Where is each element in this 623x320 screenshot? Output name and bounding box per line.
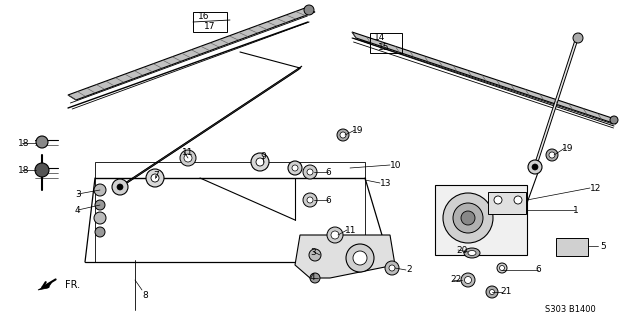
Bar: [193, 12, 227, 32]
Polygon shape: [352, 32, 616, 124]
Circle shape: [340, 132, 346, 138]
Circle shape: [112, 179, 128, 195]
Circle shape: [389, 265, 395, 271]
Text: 6: 6: [325, 196, 331, 204]
Text: 11: 11: [345, 226, 356, 235]
Circle shape: [307, 169, 313, 175]
Bar: [556, 238, 588, 256]
Circle shape: [94, 212, 106, 224]
Circle shape: [251, 153, 269, 171]
Circle shape: [546, 149, 558, 161]
Circle shape: [256, 158, 264, 166]
Circle shape: [514, 196, 522, 204]
Circle shape: [292, 165, 298, 171]
Bar: [488, 192, 526, 214]
Circle shape: [497, 263, 507, 273]
Circle shape: [310, 273, 320, 283]
Circle shape: [309, 249, 321, 261]
Circle shape: [532, 164, 538, 170]
Text: 10: 10: [390, 161, 401, 170]
Circle shape: [610, 116, 618, 124]
Text: 8: 8: [142, 291, 148, 300]
Text: 16: 16: [198, 12, 209, 20]
Circle shape: [303, 193, 317, 207]
Text: 14: 14: [374, 33, 386, 42]
Circle shape: [146, 169, 164, 187]
Circle shape: [36, 136, 48, 148]
Text: 4: 4: [75, 205, 80, 214]
Circle shape: [353, 251, 367, 265]
Text: 4: 4: [310, 274, 316, 283]
Circle shape: [385, 261, 399, 275]
Circle shape: [461, 211, 475, 225]
Circle shape: [95, 200, 105, 210]
Circle shape: [549, 152, 555, 158]
Circle shape: [500, 266, 505, 270]
Bar: [435, 185, 527, 255]
Circle shape: [443, 193, 493, 243]
Polygon shape: [68, 8, 315, 100]
Text: 21: 21: [500, 287, 511, 297]
Circle shape: [303, 165, 317, 179]
Circle shape: [494, 196, 502, 204]
Polygon shape: [118, 66, 302, 189]
Text: 9: 9: [260, 151, 266, 161]
Circle shape: [307, 197, 313, 203]
Circle shape: [337, 129, 349, 141]
Circle shape: [288, 161, 302, 175]
Text: 6: 6: [325, 167, 331, 177]
Text: 3: 3: [75, 189, 81, 198]
Circle shape: [573, 33, 583, 43]
Bar: [370, 33, 402, 53]
Circle shape: [465, 276, 472, 284]
Text: 2: 2: [406, 266, 412, 275]
Circle shape: [346, 244, 374, 272]
Text: 20: 20: [456, 245, 467, 254]
Circle shape: [331, 231, 339, 239]
Text: 18: 18: [18, 165, 29, 174]
Text: 5: 5: [600, 242, 606, 251]
Text: 3: 3: [310, 247, 316, 257]
Text: 22: 22: [450, 276, 461, 284]
Text: 17: 17: [204, 21, 216, 30]
Circle shape: [304, 5, 314, 15]
Circle shape: [461, 273, 475, 287]
Text: 18: 18: [18, 139, 29, 148]
Circle shape: [117, 184, 123, 190]
Text: 15: 15: [378, 43, 389, 52]
Ellipse shape: [468, 251, 476, 255]
Polygon shape: [295, 235, 395, 278]
Text: 19: 19: [352, 125, 363, 134]
Text: FR.: FR.: [65, 280, 80, 290]
Circle shape: [95, 227, 105, 237]
Text: 1: 1: [573, 205, 579, 214]
Polygon shape: [533, 33, 580, 169]
Text: 7: 7: [153, 171, 159, 180]
Circle shape: [490, 290, 495, 294]
Text: 13: 13: [380, 179, 391, 188]
Text: 6: 6: [535, 266, 541, 275]
Circle shape: [35, 163, 49, 177]
Circle shape: [327, 227, 343, 243]
Circle shape: [453, 203, 483, 233]
Ellipse shape: [464, 248, 480, 258]
Text: 12: 12: [590, 183, 601, 193]
Circle shape: [486, 286, 498, 298]
Circle shape: [151, 174, 159, 182]
Text: 19: 19: [562, 143, 574, 153]
Circle shape: [184, 154, 192, 162]
Bar: [95, 162, 365, 262]
Circle shape: [180, 150, 196, 166]
Polygon shape: [38, 282, 52, 290]
Text: 11: 11: [182, 148, 194, 156]
Circle shape: [94, 184, 106, 196]
Circle shape: [528, 160, 542, 174]
Text: S303 B1400: S303 B1400: [545, 306, 596, 315]
